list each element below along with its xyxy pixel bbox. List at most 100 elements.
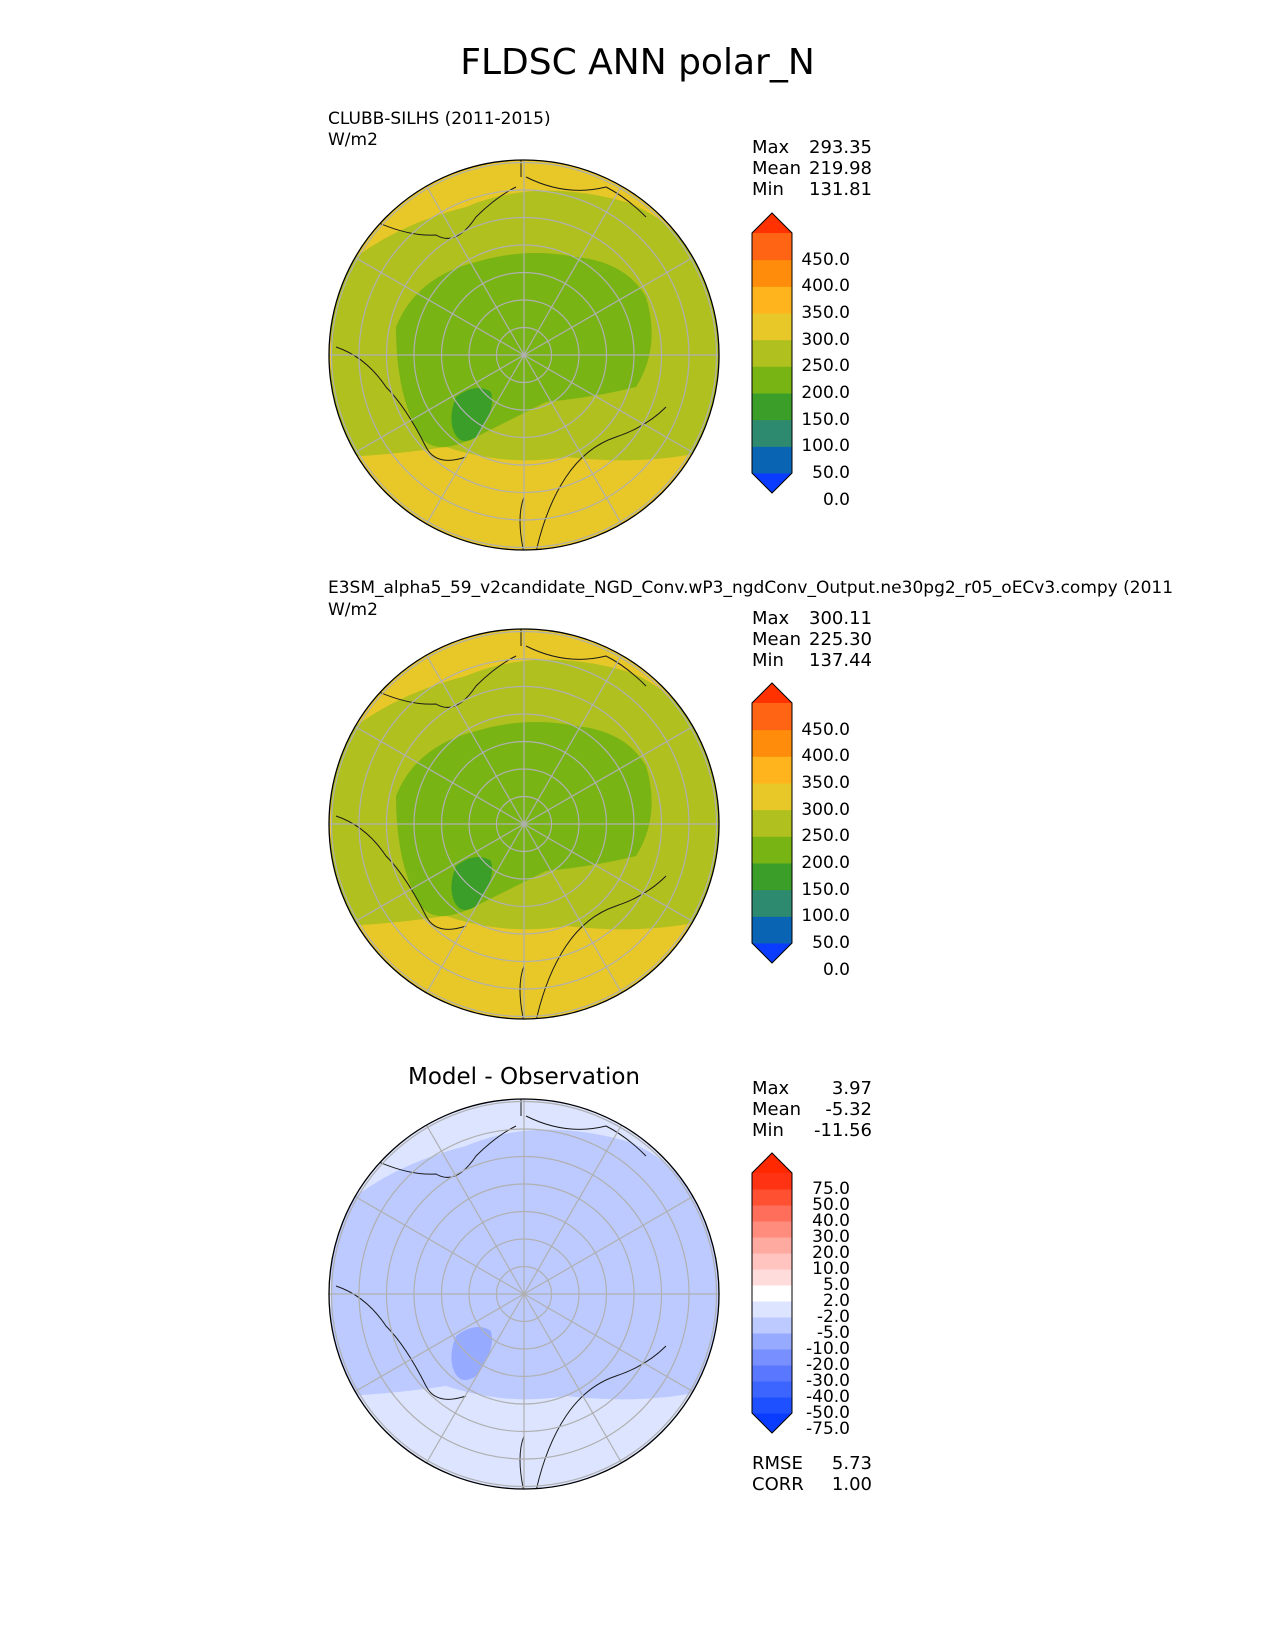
colorbar-extend-low	[752, 943, 792, 963]
meridian-line	[523, 185, 623, 356]
stat-value: -5.32	[825, 1099, 872, 1120]
meridian-line	[354, 354, 525, 454]
colorbar-bin	[752, 756, 792, 784]
metric-value: 1.00	[831, 1474, 872, 1495]
colorbar-tick-label: 0.0	[822, 489, 850, 510]
meridian-line	[523, 725, 694, 825]
colorbar-bin	[752, 339, 792, 367]
stat-label: Max	[752, 137, 790, 158]
figure-title: FLDSC ANN polar_N	[460, 42, 815, 83]
colorbar-outline	[751, 212, 793, 494]
meridian-line	[354, 1293, 525, 1393]
meridian-line	[354, 1195, 525, 1295]
colorbar-bin	[752, 809, 792, 837]
colorbar-bin	[752, 1285, 792, 1302]
stat-label: Min	[752, 650, 784, 671]
colorbar-bin	[752, 1397, 792, 1414]
colorbar-tick-label: 450.0	[801, 719, 850, 740]
colorbar-tick-label: 250.0	[801, 356, 850, 377]
colorbar-extend-low	[752, 1413, 792, 1433]
colorbar-bin	[752, 1173, 792, 1190]
colorbar-bin	[752, 1269, 792, 1286]
stat-value: 300.11	[809, 608, 872, 629]
colorbar-tick-label: 300.0	[801, 799, 850, 820]
colorbar-bin	[752, 729, 792, 757]
colorbar-tick-label: -5.0	[816, 1323, 850, 1343]
colorbar-bin	[752, 889, 792, 917]
panel-3-min: Min -11.56	[752, 1120, 872, 1142]
colorbar-bin	[752, 863, 792, 891]
colorbar-tick-label: 450.0	[801, 249, 850, 270]
colorbar-bin	[752, 916, 792, 944]
colorbar-tick-label: 50.0	[812, 933, 850, 953]
colorbar-bin	[752, 1365, 792, 1382]
panel-3-max: Max 3.97	[752, 1078, 872, 1100]
colorbar-bin	[752, 233, 792, 261]
colorbar-tick-label: 400.0	[801, 276, 850, 297]
meridian-line	[523, 354, 623, 525]
stat-label: Mean	[752, 629, 802, 650]
coastline-2	[335, 815, 467, 930]
panel-3-corr: CORR 1.00	[752, 1474, 872, 1496]
colorbar-bin	[752, 366, 792, 394]
colorbar-bin	[752, 1237, 792, 1254]
metric-label: CORR	[752, 1474, 804, 1495]
panel-1-units: W/m2	[328, 130, 378, 150]
panel-3-title: Model - Observation	[407, 1064, 641, 1090]
colorbar-tick-label: 350.0	[801, 303, 850, 323]
panel-2-colorbar-ticks: 450.0 400.0 350.0 300.0 250.0 200.0 150.0 100.0…	[782, 682, 852, 978]
colorbar-extend-low	[752, 473, 792, 493]
meridian-line	[354, 823, 525, 923]
colorbar-tick-label: 150.0	[801, 879, 850, 900]
colorbar-outline	[751, 1152, 793, 1434]
panel-3-rmse: RMSE 5.73	[752, 1453, 872, 1475]
panel-1-title: CLUBB-SILHS (2011-2015)	[328, 109, 551, 129]
colorbar-bin	[752, 1333, 792, 1350]
meridian-line	[425, 1293, 525, 1464]
meridian-line	[523, 654, 623, 825]
colorbar-bin	[752, 703, 792, 731]
colorbar-bin	[752, 1349, 792, 1366]
colorbar-tick-label: 200.0	[801, 853, 850, 873]
colorbar-tick-label: -40.0	[806, 1387, 850, 1407]
panel-2-max: Max 300.11	[752, 608, 872, 630]
stat-label: Min	[752, 1120, 784, 1141]
colorbar-tick-label: 5.0	[822, 1275, 850, 1295]
colorbar-extend-high	[752, 213, 792, 233]
panel-3-colorbar	[751, 1152, 793, 1434]
colorbar-tick-label: 100.0	[801, 436, 850, 457]
meridian-line	[523, 823, 694, 923]
stat-value: -11.56	[813, 1120, 872, 1141]
colorbar-tick-label: 10.0	[812, 1259, 850, 1279]
stat-label: Max	[752, 608, 790, 629]
colorbar-tick-label: -20.0	[806, 1355, 850, 1375]
coastline-2	[335, 1285, 467, 1400]
metric-label: RMSE	[752, 1453, 803, 1474]
meridian-line	[523, 354, 694, 454]
meridian-line	[425, 185, 525, 356]
stat-value: 131.81	[809, 179, 872, 200]
meridian-line	[425, 654, 525, 825]
colorbar-bin	[752, 259, 792, 287]
colorbar-bin	[752, 1189, 792, 1206]
colorbar-tick-label: 30.0	[812, 1227, 850, 1247]
colorbar-tick-label: 75.0	[812, 1179, 850, 1199]
meridian-line	[425, 354, 525, 525]
panel-1-mean: Mean 219.98	[752, 158, 872, 180]
meridian-line	[523, 1293, 623, 1464]
colorbar-tick-label: 150.0	[801, 409, 850, 430]
colorbar-tick-label: -75.0	[806, 1419, 850, 1439]
stat-label: Max	[752, 1078, 790, 1099]
meridian-line	[425, 1124, 525, 1295]
colorbar-tick-label: -2.0	[816, 1307, 850, 1327]
meridian-line	[523, 1195, 694, 1295]
colorbar-bin	[752, 1221, 792, 1238]
colorbar-bin	[752, 1381, 792, 1398]
stat-label: Min	[752, 179, 784, 200]
coastline-2	[335, 346, 467, 461]
map-boundary	[328, 1098, 720, 1490]
map-boundary	[328, 159, 720, 551]
panel-2-units: W/m2	[328, 600, 378, 620]
colorbar-tick-label: 0.0	[822, 959, 850, 980]
colorbar-tick-label: 2.0	[822, 1291, 850, 1311]
